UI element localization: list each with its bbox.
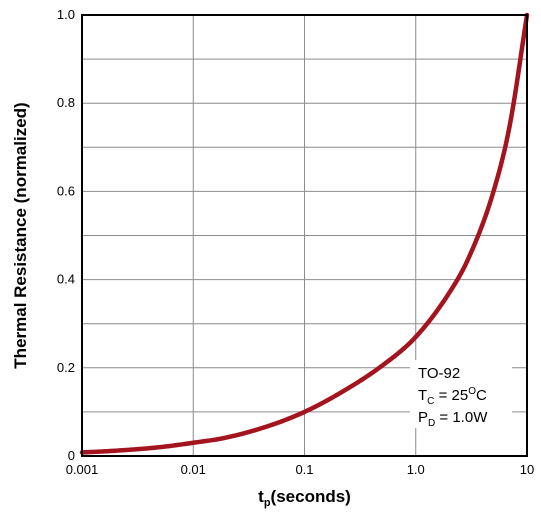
x-tick-label: 10 [520,462,534,477]
tc-unit: C [476,387,487,404]
tc-main: T [418,387,427,404]
y-tick-label: 0.2 [57,360,75,375]
y-tick-label: 1.0 [57,7,75,22]
x-axis-title-subscript: p [264,497,271,509]
annotation-box: TO-92 TC = 25OC PD = 1.0W [410,360,512,429]
x-axis-title-rest: (seconds) [271,487,351,506]
x-tick-label: 0.001 [66,462,99,477]
annotation-power-dissipation: PD = 1.0W [418,409,488,429]
tc-value: = 25 [434,387,468,404]
x-tick-label: 0.01 [181,462,206,477]
x-axis-title: tp(seconds) [258,487,351,509]
series-curve [79,12,530,455]
pd-value: = 1.0W [435,409,488,426]
x-tick-label: 0.1 [295,462,313,477]
x-axis-title-main: t [258,487,264,506]
pd-main: P [418,409,428,426]
x-tick-label: 1.0 [407,462,425,477]
y-tick-label: 0.6 [57,183,75,198]
annotation-package: TO-92 [418,365,460,382]
y-tick-label: 0 [68,448,75,463]
series-layer [79,12,530,455]
plot-frame [81,14,528,457]
y-tick-label: 0.8 [57,95,75,110]
tc-superscript: O [468,386,476,397]
tick-labels: 0.001 0.01 0.1 1.0 10 0 0.2 0.4 0.6 0.8 1.0 [57,7,534,477]
grid [81,15,528,456]
y-axis-title: Thermal Resistance (normalized) [11,102,30,368]
tc-subscript: C [427,396,434,407]
pd-subscript: D [428,418,435,429]
annotation-case-temperature: TC = 25OC [418,386,487,407]
y-tick-label: 0.4 [57,272,75,287]
annotation-background [410,360,512,428]
